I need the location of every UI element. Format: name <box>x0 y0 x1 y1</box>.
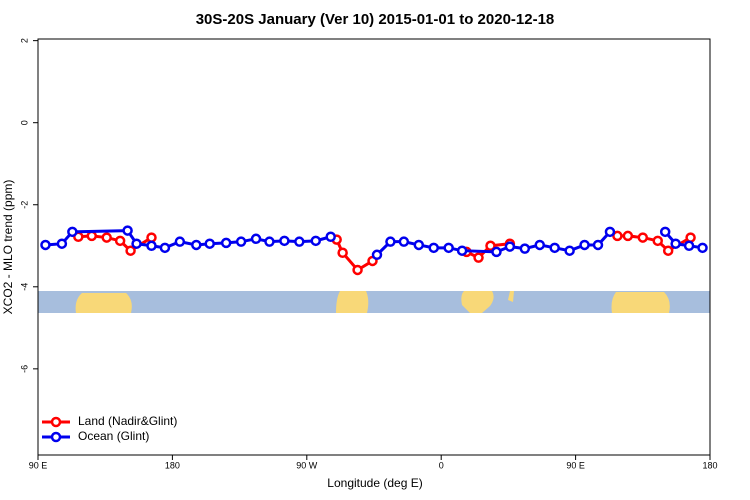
point <box>146 240 157 252</box>
y-tick-label: 2 <box>19 38 29 43</box>
plot-frame <box>37 38 711 456</box>
point <box>204 238 215 249</box>
point <box>125 245 136 256</box>
point <box>352 264 363 276</box>
y-tick-label: -6 <box>19 365 29 373</box>
point <box>534 239 546 251</box>
x-tick-label: 90 W <box>296 460 318 470</box>
point <box>637 232 649 243</box>
chart-title: 30S-20S January (Ver 10) 2015-01-01 to 2… <box>196 11 555 28</box>
point <box>385 236 396 247</box>
point <box>670 238 681 249</box>
x-tick-label: 180 <box>702 460 717 470</box>
point <box>264 236 275 247</box>
point <box>612 230 623 242</box>
y-axis-label: XCO2 - MLO trend (ppm) <box>1 180 15 315</box>
point <box>622 230 634 242</box>
point <box>220 237 232 249</box>
point <box>659 226 671 238</box>
x-tick-label: 180 <box>165 460 180 470</box>
map-band <box>38 291 710 313</box>
point <box>371 249 383 261</box>
point <box>504 241 516 252</box>
legend-label: Ocean (Glint) <box>78 429 149 443</box>
x-axis-label: Longitude (deg E) <box>327 476 422 490</box>
y-tick-label: -2 <box>19 201 29 209</box>
point <box>579 239 590 251</box>
point <box>443 242 454 254</box>
point <box>485 240 496 252</box>
point <box>564 245 575 256</box>
point <box>473 252 484 263</box>
point <box>662 245 674 256</box>
point <box>114 235 126 247</box>
ocean-band <box>38 291 710 313</box>
point <box>398 236 410 247</box>
land-shape <box>336 291 369 313</box>
land-shape <box>461 291 494 313</box>
point <box>325 231 336 242</box>
point <box>310 235 322 247</box>
point <box>519 243 531 254</box>
point <box>428 242 439 254</box>
point <box>683 240 695 252</box>
point <box>337 247 348 258</box>
y-tick-label: -4 <box>19 283 29 291</box>
land-shape <box>508 291 514 302</box>
point <box>67 226 78 238</box>
y-tick-label: 0 <box>19 120 29 125</box>
point <box>131 238 142 249</box>
point <box>279 235 290 247</box>
point <box>122 225 133 236</box>
series-line <box>78 234 692 272</box>
legend-label: Land (Nadir&Glint) <box>78 414 177 428</box>
point <box>159 242 171 254</box>
x-tick-label: 90 E <box>566 460 585 470</box>
point <box>413 239 425 251</box>
point <box>40 239 51 251</box>
legend-marker <box>50 416 62 428</box>
point <box>56 238 68 249</box>
point <box>174 236 186 247</box>
point <box>685 232 696 243</box>
point <box>652 235 663 247</box>
land-shape <box>611 292 670 313</box>
x-tick-label: 0 <box>439 460 444 470</box>
point <box>191 239 202 251</box>
point <box>592 239 604 251</box>
point <box>294 236 305 247</box>
point <box>101 232 112 243</box>
point <box>549 242 560 254</box>
legend-marker <box>50 431 62 443</box>
point <box>604 226 616 238</box>
x-tick-label: 90 E <box>29 460 48 470</box>
point <box>491 246 502 258</box>
point <box>250 233 262 245</box>
point <box>697 242 708 254</box>
point <box>86 230 98 242</box>
point <box>146 232 157 243</box>
point <box>235 236 247 247</box>
land-shape <box>75 293 132 313</box>
point <box>456 245 468 256</box>
